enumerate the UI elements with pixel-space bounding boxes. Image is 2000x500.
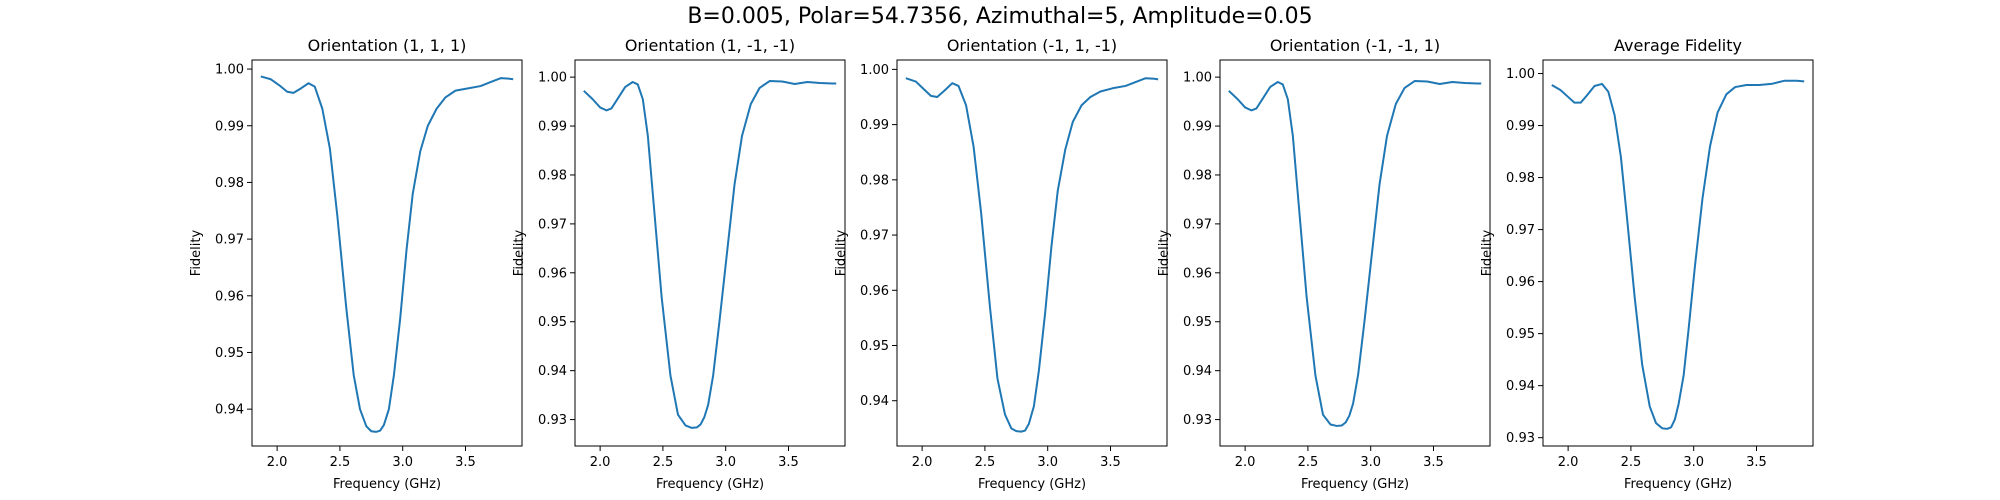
y-tick-label: 0.96: [1506, 275, 1535, 290]
subplot-5: Average Fidelity 2.0 2.5 3.0 3.5 0.93 0.94 0.95…: [1480, 36, 1814, 492]
x-tick-label: 3.5: [1100, 455, 1121, 470]
x-tick-label: 3.5: [778, 455, 799, 470]
y-tick-label: 0.99: [215, 119, 244, 134]
x-tick-label: 2.0: [1235, 455, 1256, 470]
y-tick-label: 0.99: [1506, 119, 1535, 134]
series-line: [905, 77, 1159, 433]
x-tick-label: 2.5: [653, 455, 674, 470]
x-tick-label: 2.0: [590, 455, 611, 470]
x-tick-label: 3.0: [392, 455, 413, 470]
subplot-4: Orientation (-1, -1, 1) 2.0 2.5 3.0 3.5 0.93 0…: [1157, 36, 1491, 492]
subplot-title: Orientation (1, 1, 1): [308, 36, 467, 55]
y-tick-label: 0.98: [215, 176, 244, 191]
y-tick-label: 0.95: [215, 346, 244, 361]
x-tick-label: 2.5: [975, 455, 996, 470]
axes-frame: [574, 59, 846, 447]
y-tick-label: 1.00: [1183, 71, 1212, 86]
x-tick-label: 2.0: [1558, 455, 1579, 470]
y-tick-label: 0.98: [1183, 168, 1212, 183]
subplot-title: Average Fidelity: [1614, 36, 1742, 55]
y-tick-label: 0.94: [1183, 364, 1212, 379]
y-axis-label: Fidelity: [834, 229, 849, 276]
axes-frame: [1542, 59, 1814, 447]
y-tick-label: 1.00: [538, 71, 567, 86]
y-tick-label: 0.94: [860, 394, 889, 409]
x-tick-label: 3.5: [1423, 455, 1444, 470]
y-tick-label: 0.96: [215, 289, 244, 304]
subplot-title: Orientation (-1, 1, -1): [947, 36, 1117, 55]
axes-frame: [896, 59, 1168, 447]
y-tick-label: 0.98: [860, 173, 889, 188]
y-tick-label: 0.96: [538, 266, 567, 281]
y-tick-label: 0.98: [1506, 171, 1535, 186]
y-tick-label: 0.94: [538, 364, 567, 379]
x-axis-label: Frequency (GHz): [656, 477, 764, 492]
subplot-2: Orientation (1, -1, -1) 2.0 2.5 3.0 3.5 0.93 0…: [512, 36, 846, 492]
x-axis-label: Frequency (GHz): [1301, 477, 1409, 492]
subplot-title: Orientation (-1, -1, 1): [1270, 36, 1440, 55]
y-tick-label: 0.95: [1506, 327, 1535, 342]
y-tick-label: 0.93: [538, 413, 567, 428]
x-tick-label: 3.5: [1746, 455, 1767, 470]
x-tick-label: 2.0: [912, 455, 933, 470]
y-tick-label: 0.95: [538, 315, 567, 330]
y-axis-label: Fidelity: [1480, 229, 1495, 276]
y-tick-label: 0.97: [538, 217, 567, 232]
x-tick-label: 2.5: [1621, 455, 1642, 470]
x-axis-label: Frequency (GHz): [333, 477, 441, 492]
y-tick-label: 1.00: [1506, 67, 1535, 82]
subplot-title: Orientation (1, -1, -1): [625, 36, 795, 55]
x-tick-label: 3.0: [1037, 455, 1058, 470]
x-tick-label: 3.0: [715, 455, 736, 470]
y-tick-label: 0.96: [860, 284, 889, 299]
x-tick-label: 2.0: [267, 455, 288, 470]
subplot-3: Orientation (-1, 1, -1) 2.0 2.5 3.0 3.5 0.94 0…: [834, 36, 1168, 492]
y-tick-label: 0.96: [1183, 266, 1212, 281]
y-axis-label: Fidelity: [189, 229, 204, 276]
y-tick-label: 0.97: [1506, 223, 1535, 238]
series-line: [1551, 79, 1805, 430]
y-tick-label: 1.00: [215, 63, 244, 78]
x-tick-label: 3.0: [1683, 455, 1704, 470]
y-tick-label: 0.94: [1506, 379, 1535, 394]
y-tick-label: 0.95: [1183, 315, 1212, 330]
y-tick-label: 0.99: [538, 120, 567, 135]
x-axis-label: Frequency (GHz): [1624, 477, 1732, 492]
axes-frame: [1219, 59, 1491, 447]
y-tick-label: 0.93: [1183, 413, 1212, 428]
y-tick-label: 0.97: [215, 233, 244, 248]
series-line: [1228, 80, 1482, 427]
x-tick-label: 2.5: [330, 455, 351, 470]
x-axis-label: Frequency (GHz): [978, 477, 1086, 492]
y-tick-label: 0.99: [860, 118, 889, 133]
y-tick-label: 0.98: [538, 168, 567, 183]
y-tick-label: 0.95: [860, 339, 889, 354]
series-line: [260, 75, 514, 433]
subplot-1: Orientation (1, 1, 1) 2.0 2.5 3.0 3.5 0.94 0.9…: [189, 36, 523, 492]
y-axis-label: Fidelity: [1157, 229, 1172, 276]
axes-frame: [251, 59, 523, 447]
y-tick-label: 1.00: [860, 63, 889, 78]
x-tick-label: 2.5: [1298, 455, 1319, 470]
x-tick-label: 3.0: [1360, 455, 1381, 470]
y-tick-label: 0.99: [1183, 120, 1212, 135]
y-axis-label: Fidelity: [512, 229, 527, 276]
x-tick-label: 3.5: [455, 455, 476, 470]
y-tick-label: 0.97: [860, 229, 889, 244]
y-tick-label: 0.94: [215, 403, 244, 418]
series-line: [583, 80, 837, 429]
y-tick-label: 0.93: [1506, 431, 1535, 446]
y-tick-label: 0.97: [1183, 217, 1212, 232]
figure-suptitle: B=0.005, Polar=54.7356, Azimuthal=5, Amp…: [687, 4, 1313, 29]
